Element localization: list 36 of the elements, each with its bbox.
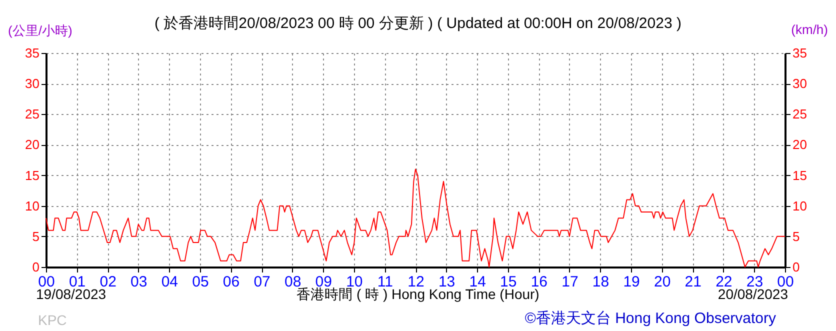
x-tick-label: 12 [408, 274, 424, 290]
x-tick-label: 04 [161, 274, 178, 290]
x-tick-label: 05 [192, 274, 209, 290]
y-axis-title: (公里/小時) [8, 22, 72, 40]
x-tick-label: 17 [562, 274, 578, 290]
x-tick-label: 13 [438, 274, 456, 290]
y2-tick-label: 25 [792, 106, 807, 122]
y2-tick-label: 30 [792, 76, 807, 92]
y2-axis-title: (km/h) [791, 22, 828, 37]
y2-tick-label: 15 [792, 168, 807, 183]
y2-tick-label: 10 [792, 198, 807, 214]
y-tick-label: 20 [25, 137, 40, 152]
y-tick-label: 25 [25, 106, 40, 122]
y-tick-label: 35 [25, 46, 40, 60]
y-tick-label: 15 [25, 168, 40, 183]
x-tick-label: 20 [654, 274, 671, 290]
y-tick-label: 0 [32, 260, 40, 274]
y-tick-label: 30 [25, 76, 40, 92]
text: KPC [38, 312, 67, 328]
y2-tick-label: 0 [792, 260, 800, 274]
y2-tick-label: 20 [792, 137, 807, 152]
chart-title: ( 於香港時間20/08/2023 00 時 00 分更新 ) ( Updated at 00:00H on 20/08/2023 ) [154, 15, 682, 32]
x-tick-label: 21 [684, 274, 702, 290]
x-tick-label: 08 [284, 274, 302, 290]
text: ©香港天文台 Hong Kong Observatory [524, 309, 776, 328]
x-tick-label: 11 [377, 274, 393, 290]
x-tick-label: 19 [623, 274, 640, 290]
y-tick-label: 10 [25, 198, 40, 214]
x-tick-label: 07 [254, 274, 270, 290]
y2-tick-label: 5 [792, 228, 800, 244]
y2-tick-label: 35 [792, 46, 807, 60]
y-tick-label: 5 [32, 228, 40, 244]
x-tick-label: 06 [222, 274, 240, 290]
x-tick-label: 18 [592, 274, 610, 290]
x-tick-label: 03 [130, 274, 148, 290]
x-tick-label: 16 [530, 274, 548, 290]
